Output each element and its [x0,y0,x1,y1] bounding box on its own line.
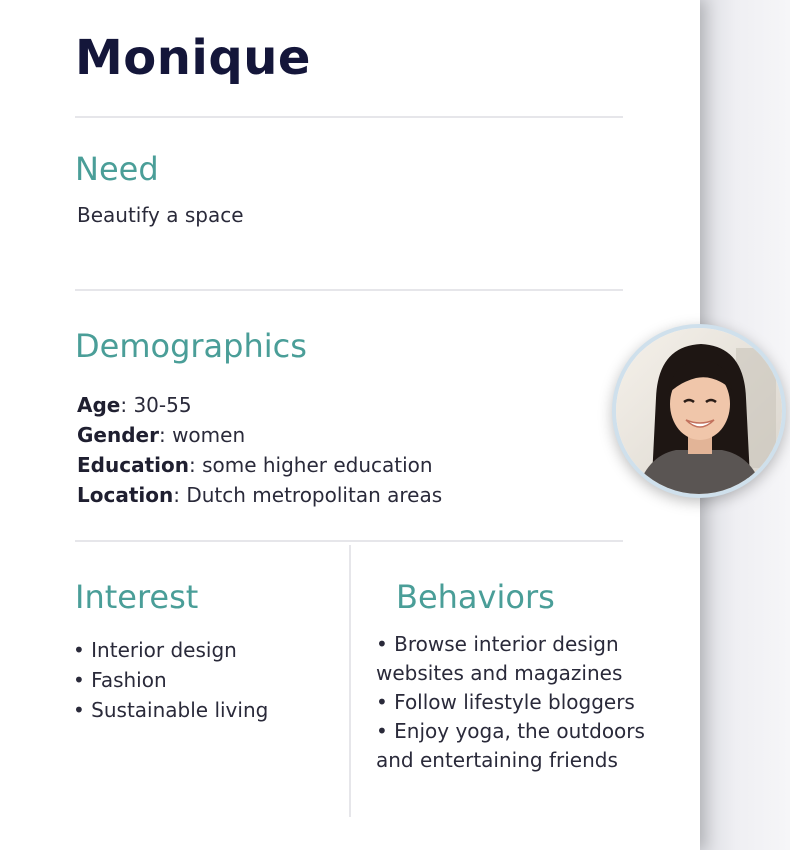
persona-card: Monique Need Beautify a space Demographi… [0,0,700,850]
demographic-location: Location: Dutch metropolitan areas [77,480,442,510]
demographic-label: Location [77,483,174,507]
list-item: websites and magazines [376,661,623,685]
divider [75,289,623,291]
persona-name: Monique [75,30,311,86]
divider [75,540,623,542]
demographic-value: : some higher education [188,453,433,477]
behaviors-heading: Behaviors [396,578,555,616]
need-text: Beautify a space [77,203,244,227]
divider [75,116,623,118]
demographic-value: : Dutch metropolitan areas [173,483,443,507]
demographic-value: : 30-55 [120,393,192,417]
demographic-value: : women [158,423,246,447]
demographic-label: Age [77,393,121,417]
demographic-gender: Gender: women [77,420,442,450]
demographic-label: Education [77,453,189,477]
column-divider [349,545,351,817]
demographics-list: Age: 30-55 Gender: women Education: some… [77,390,442,510]
list-item: • Browse interior design [376,632,619,656]
person-photo-avatar-icon [616,328,782,494]
avatar [612,324,786,498]
list-item: • Follow lifestyle bloggers [376,690,635,714]
list-item: • Enjoy yoga, the outdoors [376,719,645,743]
list-item: and entertaining friends [376,748,618,772]
interest-list: • Interior design • Fashion • Sustainabl… [73,635,268,725]
demographics-heading: Demographics [75,327,307,365]
need-heading: Need [75,150,159,188]
demographic-age: Age: 30-55 [77,390,442,420]
behaviors-list: • Browse interior design websites and ma… [376,630,645,775]
interest-heading: Interest [75,578,199,616]
list-item: • Interior design [73,638,237,662]
list-item: • Sustainable living [73,698,269,722]
demographic-label: Gender [77,423,159,447]
list-item: • Fashion [73,668,167,692]
demographic-education: Education: some higher education [77,450,442,480]
